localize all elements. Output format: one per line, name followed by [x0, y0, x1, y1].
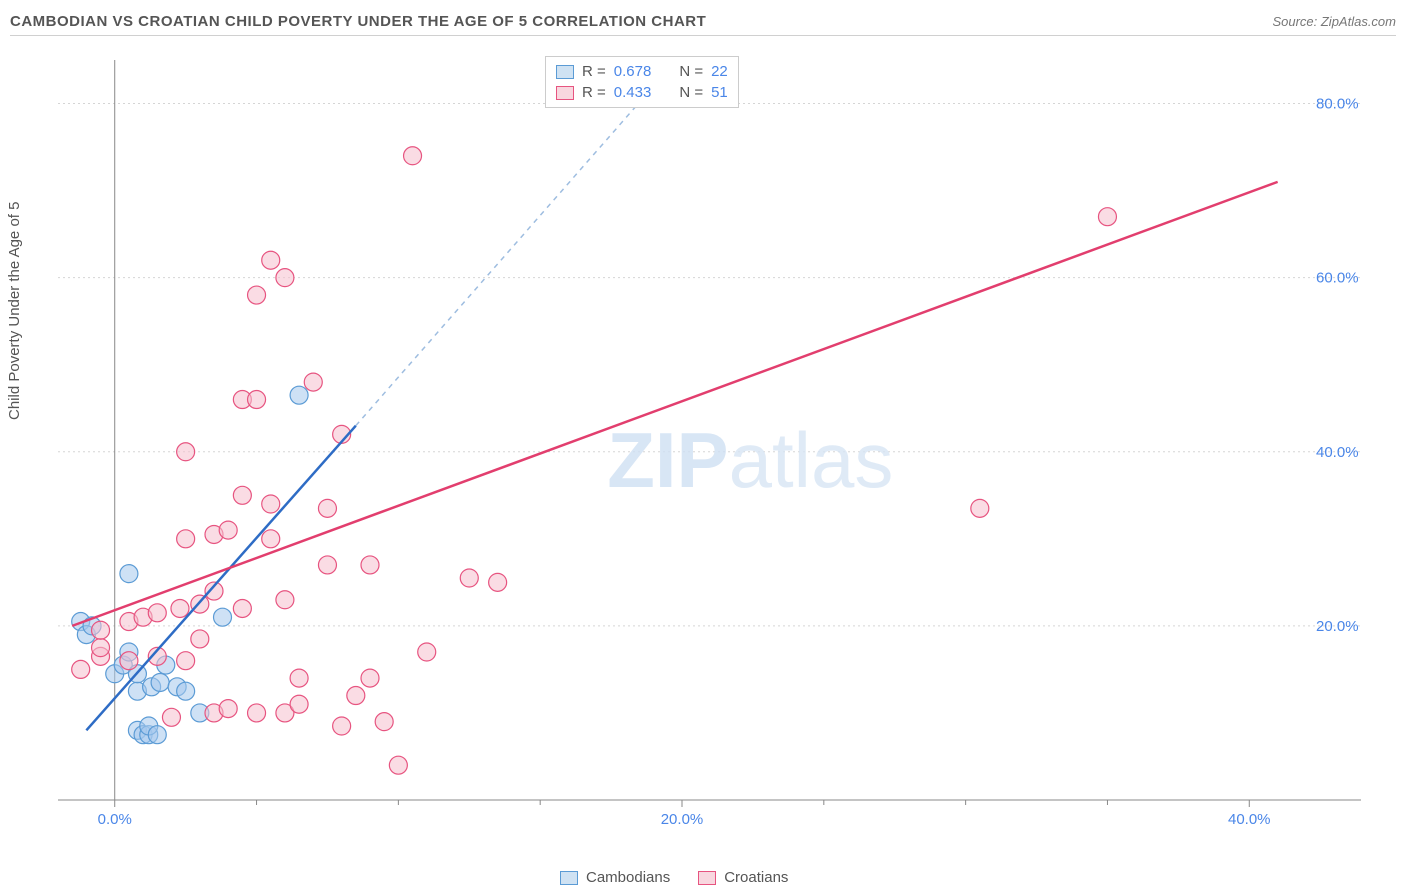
source-attribution: Source: ZipAtlas.com	[1272, 14, 1396, 29]
legend-item-cambodians: Cambodians	[560, 869, 670, 886]
svg-text:40.0%: 40.0%	[1316, 444, 1359, 461]
legend-row-cambodians: R = 0.678 N = 22	[556, 61, 728, 82]
plot-area: 20.0% 40.0% 60.0% 80.0% 0.0% 20.0% 40.0% ZIPatl…	[56, 50, 1366, 830]
title-bar: CAMBODIAN VS CROATIAN CHILD POVERTY UNDE…	[10, 8, 1396, 36]
legend-row-croatians: R = 0.433 N = 51	[556, 82, 728, 103]
series-legend: Cambodians Croatians	[560, 869, 788, 886]
svg-text:40.0%: 40.0%	[1228, 811, 1271, 828]
svg-text:80.0%: 80.0%	[1316, 96, 1359, 113]
correlation-legend: R = 0.678 N = 22 R = 0.433 N = 51	[545, 56, 739, 108]
svg-text:ZIPatlas: ZIPatlas	[607, 416, 893, 504]
svg-text:20.0%: 20.0%	[661, 811, 704, 828]
chart-svg: 20.0% 40.0% 60.0% 80.0% 0.0% 20.0% 40.0% ZIPatl…	[56, 50, 1366, 830]
chart-title: CAMBODIAN VS CROATIAN CHILD POVERTY UNDE…	[10, 13, 706, 30]
svg-text:20.0%: 20.0%	[1316, 618, 1359, 635]
swatch-pink-icon	[698, 871, 716, 885]
svg-text:60.0%: 60.0%	[1316, 270, 1359, 287]
legend-item-croatians: Croatians	[698, 869, 788, 886]
swatch-blue-icon	[560, 871, 578, 885]
chart-container: CAMBODIAN VS CROATIAN CHILD POVERTY UNDE…	[0, 0, 1406, 892]
swatch-blue	[556, 65, 574, 79]
swatch-pink	[556, 86, 574, 100]
svg-text:0.0%: 0.0%	[98, 811, 132, 828]
y-axis-label: Child Poverty Under the Age of 5	[6, 202, 23, 420]
